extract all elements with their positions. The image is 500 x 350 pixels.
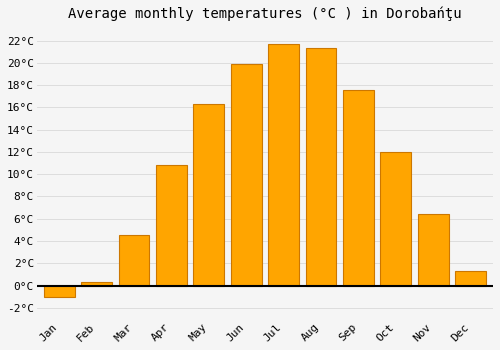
Bar [194, 104, 224, 286]
Bar [118, 236, 150, 286]
Bar [231, 64, 262, 286]
Bar [268, 44, 299, 286]
Bar [380, 152, 411, 286]
Title: Average monthly temperatures (°C ) in Dorobańţu: Average monthly temperatures (°C ) in Do… [68, 7, 462, 21]
Bar [156, 165, 186, 286]
Bar [343, 90, 374, 286]
Bar [418, 214, 448, 286]
Bar [456, 271, 486, 286]
Bar [306, 48, 336, 286]
Bar [81, 282, 112, 286]
Bar [44, 286, 74, 297]
